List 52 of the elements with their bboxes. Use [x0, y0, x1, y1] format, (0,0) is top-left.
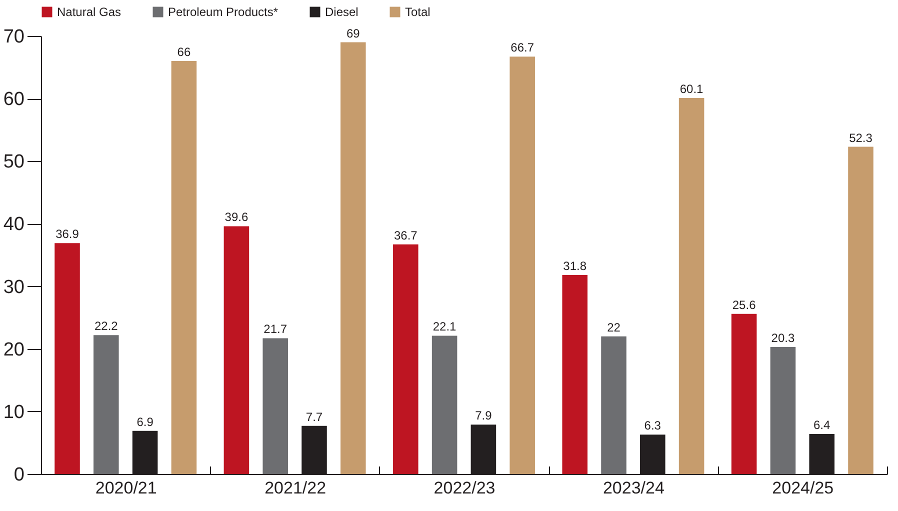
legend-label: Diesel: [325, 5, 358, 19]
data-label: 20.3: [771, 330, 795, 345]
y-tick-label: 40: [3, 214, 24, 236]
bar: [731, 314, 757, 474]
bar: [171, 61, 197, 474]
data-label: 22: [607, 320, 621, 334]
x-tick-label: 2022/23: [434, 478, 496, 498]
data-label: 39.6: [224, 210, 248, 224]
data-label: 66: [177, 45, 191, 60]
data-label: 36.7: [394, 228, 418, 242]
data-label: 66.7: [510, 40, 534, 55]
bar: [432, 336, 458, 474]
data-label: 7.7: [306, 410, 323, 424]
legend-label: Natural Gas: [57, 5, 122, 19]
bar: [54, 243, 80, 474]
legend-label: Petroleum Products*: [168, 5, 278, 19]
data-label: 22.2: [94, 319, 118, 334]
bar: [393, 244, 418, 474]
legend-label: Total: [405, 5, 430, 19]
bar: [510, 56, 535, 474]
y-tick-label: 60: [3, 89, 24, 110]
data-label: 31.8: [563, 259, 587, 274]
data-label: 25.6: [732, 298, 756, 312]
data-label: 69: [346, 26, 360, 40]
y-tick-label: 70: [3, 26, 24, 48]
data-label: 36.9: [56, 227, 80, 242]
data-label: 6.3: [644, 418, 662, 433]
x-tick-label: 2023/24: [602, 478, 664, 498]
data-label: 7.9: [475, 408, 492, 423]
y-tick-label: 30: [3, 276, 24, 298]
bar: [224, 226, 250, 474]
y-tick-label: 50: [3, 152, 24, 173]
y-tick-label: 20: [3, 339, 24, 360]
x-tick-label: 2020/21: [95, 478, 157, 498]
data-label: 6.4: [814, 418, 831, 432]
data-label: 52.3: [849, 130, 873, 145]
bar: [678, 98, 704, 474]
x-tick-label: 2024/25: [772, 478, 834, 498]
y-tick-label: 0: [14, 464, 24, 486]
bar: [848, 146, 874, 474]
data-label: 21.7: [264, 322, 288, 336]
bar: [340, 42, 366, 474]
y-tick-label: 10: [3, 402, 24, 423]
data-label: 22.1: [432, 320, 457, 334]
data-label: 60.1: [680, 82, 704, 96]
bar: [94, 335, 119, 474]
x-tick-label: 2021/22: [264, 478, 326, 498]
bar: [770, 346, 796, 474]
data-label: 6.9: [136, 414, 154, 429]
bar: [562, 275, 588, 474]
bar: [262, 338, 288, 474]
bar: [601, 336, 626, 474]
